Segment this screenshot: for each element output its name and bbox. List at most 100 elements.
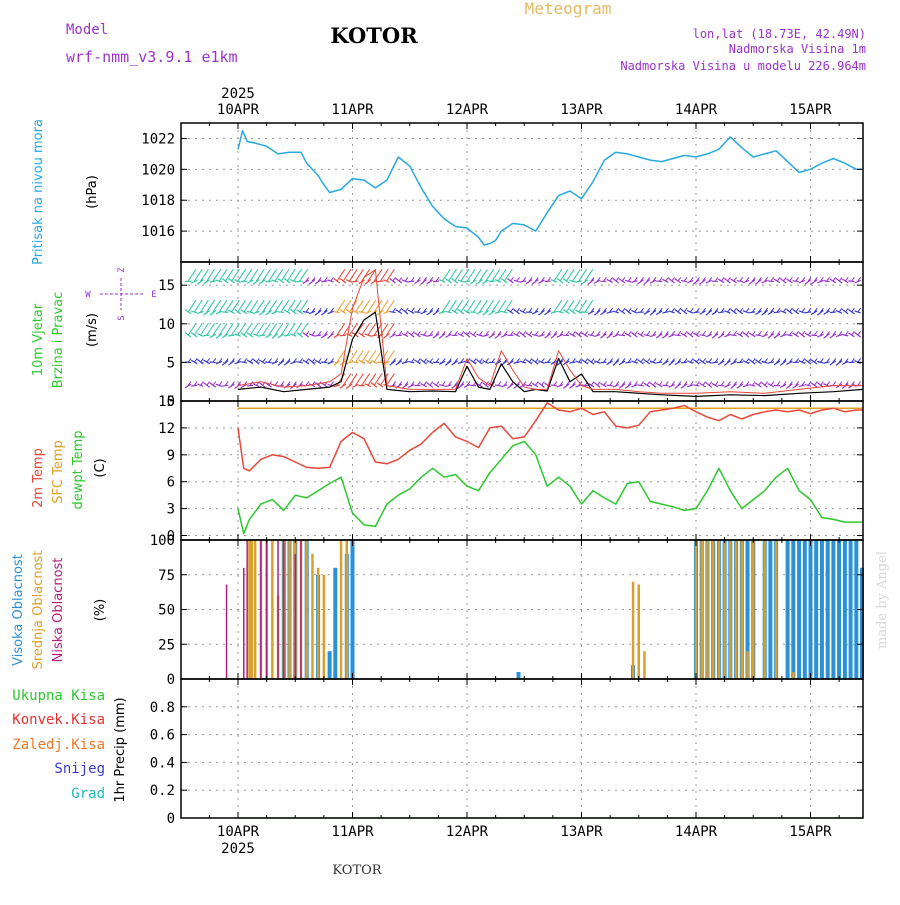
wind-barb-flag: [758, 358, 761, 362]
wind-barb-flag: [833, 277, 836, 281]
panel-frame: [181, 401, 863, 540]
wind-barb-flag: [796, 277, 799, 281]
wind-barb: [836, 361, 842, 366]
wind-barb-flag: [510, 308, 513, 312]
wind-barb-flag: [250, 358, 253, 362]
wind-barb-flag: [653, 358, 656, 362]
wind-barb: [811, 280, 817, 285]
wind-barb-flag: [529, 308, 532, 312]
wind-barb: [712, 311, 718, 315]
wind-barb: [439, 334, 445, 339]
wind-barb-flag: [672, 277, 675, 281]
wind-barb: [433, 334, 439, 338]
wind-barb: [817, 310, 823, 315]
y-tick-label: 0.2: [150, 783, 175, 799]
panel-frame: [181, 679, 863, 818]
wind-barb-flag: [758, 382, 761, 386]
wind-barb-flag: [820, 358, 823, 362]
wind-barb-flag: [678, 277, 681, 281]
wind-barb-flag: [746, 358, 749, 362]
cloud-bar: [248, 540, 251, 679]
wind-barb-flag: [262, 358, 265, 362]
wind-barb-flag: [690, 331, 693, 335]
wind-barb: [811, 311, 817, 315]
cloud-bar: [803, 540, 807, 679]
wind-barb: [340, 384, 346, 388]
bottom-year: 2025: [221, 841, 255, 857]
precip-label-snow: Snijeg: [54, 761, 105, 777]
wind-barb: [638, 280, 644, 284]
wind-barb-flag: [634, 308, 637, 312]
wind-barb: [483, 310, 489, 315]
wind-barb-flag: [659, 277, 662, 281]
wind-barb-flag: [324, 358, 327, 362]
wind-barb-flag: [597, 358, 600, 362]
wind-barb: [545, 311, 551, 315]
cloud-bar: [843, 540, 847, 679]
wind-barb-flag: [628, 308, 631, 312]
wind-barb-flag: [269, 358, 272, 362]
wind-barb: [328, 334, 334, 339]
wind-barb: [538, 310, 544, 315]
wind-barb-flag: [405, 331, 408, 335]
wind-barb-flag: [789, 308, 792, 312]
top-date-label: 13APR: [560, 102, 603, 118]
wind-barb-flag: [585, 358, 588, 362]
wind-barb: [321, 334, 327, 338]
wind-barbs: [185, 269, 861, 388]
wind-barb-flag: [424, 358, 427, 362]
wind-barb-flag: [585, 331, 588, 335]
temp-label-2m: 2m Temp: [31, 448, 46, 508]
wind-barb-flag: [696, 358, 699, 362]
wind-barb-flag: [858, 308, 861, 312]
wind-barb-flag: [777, 277, 780, 281]
wind-barb-flag: [746, 308, 749, 312]
wind-barb-flag: [529, 382, 532, 386]
cloud-bar: [791, 540, 795, 679]
wind-barb-flag: [622, 331, 625, 335]
wind-barb-flag: [188, 358, 191, 362]
wind-barb-flag: [684, 308, 687, 312]
wind-barb-flag: [219, 382, 222, 386]
wind-barb-flag: [523, 308, 526, 312]
wind-barb: [278, 361, 284, 366]
pressure-label: Pritisak na nivou mora: [31, 119, 46, 265]
wind-barb-flag: [213, 382, 216, 386]
wind-barb: [774, 334, 780, 338]
wind-barb: [532, 280, 538, 285]
wind-barb: [607, 334, 613, 339]
wind-barb-flag: [473, 331, 476, 335]
wind-barb-flag: [591, 358, 594, 362]
precip-label-total: Ukupna Kisa: [12, 688, 105, 704]
wind-barb-flag: [740, 308, 743, 312]
wind-barb-flag: [672, 308, 675, 312]
wind-barb-flag: [430, 358, 433, 362]
wind-barb-flag: [845, 331, 848, 335]
wind-barb-flag: [331, 277, 334, 281]
cloud-bar: [271, 540, 274, 679]
wind-barb-flag: [771, 277, 774, 281]
wind-barb-flag: [827, 382, 830, 386]
wind-barb-flag: [634, 358, 637, 362]
wind-barb: [731, 384, 737, 389]
compass-east: E: [151, 290, 156, 300]
wind-barb: [824, 334, 830, 339]
y-tick-label: 0.6: [150, 728, 175, 744]
y-tick-label: 75: [158, 568, 175, 584]
y-tick-label: 100: [150, 533, 175, 549]
wind-barb: [197, 280, 203, 285]
cloud-bar: [311, 554, 314, 679]
wind-barb: [476, 280, 482, 285]
wind-barb-flag: [194, 358, 197, 362]
wind-barb-flag: [523, 331, 526, 335]
y-tick-label: 12: [158, 421, 175, 437]
wind-barb-flag: [461, 331, 464, 335]
wind-barb: [334, 361, 340, 366]
wind-barb: [656, 311, 662, 315]
wind-barb-flag: [300, 358, 303, 362]
cloud-bar: [729, 540, 732, 679]
wind-barb-flag: [851, 277, 854, 281]
cloud-bar: [340, 540, 343, 679]
